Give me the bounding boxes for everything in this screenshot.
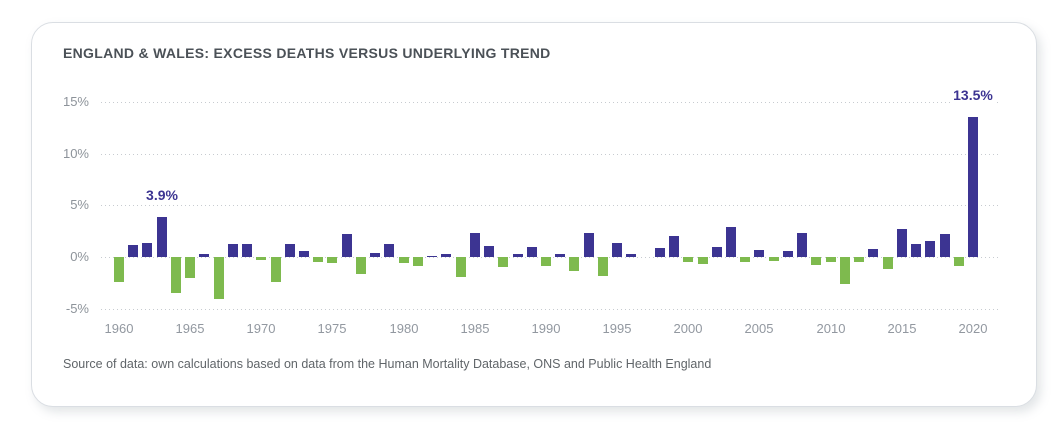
chart-title: ENGLAND & WALES: EXCESS DEATHS VERSUS UN…: [63, 45, 551, 61]
bar-1999: [669, 236, 679, 257]
bar-2006: [769, 257, 779, 261]
x-axis-tick-label-1980: 1980: [389, 321, 419, 336]
bar-1970: [256, 257, 266, 260]
bar-2016: [911, 244, 921, 257]
bar-1963: [157, 217, 167, 257]
bar-2013: [868, 249, 878, 257]
bar-2019: [954, 257, 964, 266]
chart-card: ENGLAND & WALES: EXCESS DEATHS VERSUS UN…: [31, 22, 1037, 407]
x-axis-tick-label-1995: 1995: [602, 321, 632, 336]
bar-2002: [712, 247, 722, 257]
x-axis-tick-label-1965: 1965: [175, 321, 205, 336]
bar-1986: [484, 246, 494, 257]
x-axis-tick-label-1990: 1990: [531, 321, 561, 336]
bar-1993: [584, 233, 594, 257]
bar-1982: [427, 256, 437, 257]
bar-1987: [498, 257, 508, 267]
bar-1989: [527, 247, 537, 257]
bar-2015: [897, 229, 907, 257]
bar-1995: [612, 243, 622, 257]
x-axis-tick-label-2005: 2005: [744, 321, 774, 336]
x-axis-tick-label-2010: 2010: [816, 321, 846, 336]
bar-1968: [228, 244, 238, 257]
bar-1966: [199, 254, 209, 257]
bar-2020: [968, 117, 978, 257]
bar-2003: [726, 227, 736, 257]
bar-1991: [555, 254, 565, 257]
bar-1994: [598, 257, 608, 276]
bar-1992: [569, 257, 579, 271]
bar-1964: [171, 257, 181, 293]
bar-1971: [271, 257, 281, 282]
bar-2018: [940, 234, 950, 257]
bar-1962: [142, 243, 152, 257]
bar-1981: [413, 257, 423, 266]
bar-2014: [883, 257, 893, 269]
gridline-10%: [101, 154, 1001, 155]
bar-2017: [925, 241, 935, 257]
y-axis-tick-label: 0%: [70, 249, 89, 264]
bar-1980: [399, 257, 409, 263]
gridline-5%: [101, 205, 1001, 206]
x-axis-tick-label-1985: 1985: [460, 321, 490, 336]
y-axis-tick-label: -5%: [65, 301, 89, 316]
bar-1985: [470, 233, 480, 257]
bar-2000: [683, 257, 693, 262]
bar-2011: [840, 257, 850, 284]
bar-2012: [854, 257, 864, 262]
bar-1974: [313, 257, 323, 262]
gridline-15%: [101, 102, 1001, 103]
bar-1979: [384, 244, 394, 257]
bar-1961: [128, 245, 138, 257]
bar-1976: [342, 234, 352, 257]
bar-2001: [698, 257, 708, 264]
bar-1967: [214, 257, 224, 299]
source-note: Source of data: own calculations based o…: [63, 357, 712, 371]
bar-1965: [185, 257, 195, 278]
x-axis-tick-label-1960: 1960: [104, 321, 134, 336]
bar-1975: [327, 257, 337, 263]
bar-1969: [242, 244, 252, 257]
bar-2009: [811, 257, 821, 265]
bar-1983: [441, 254, 451, 257]
bar-2007: [783, 251, 793, 257]
x-axis-tick-label-1975: 1975: [317, 321, 347, 336]
bar-1990: [541, 257, 551, 266]
data-label-1963: 3.9%: [143, 187, 181, 203]
bar-1996: [626, 254, 636, 257]
bar-1960: [114, 257, 124, 282]
bar-1988: [513, 254, 523, 257]
bar-2008: [797, 233, 807, 257]
gridline-0%: [101, 257, 1001, 258]
y-axis-tick-label: 5%: [70, 197, 89, 212]
gridline--5%: [101, 309, 1001, 310]
bar-1972: [285, 244, 295, 257]
x-axis-tick-label-2020: 2020: [958, 321, 988, 336]
bar-chart-plot-area: 15% 10% 5% 0% -5% 1960 1965 1970 1975 1980 1985 199…: [32, 23, 1036, 406]
bar-1977: [356, 257, 366, 274]
data-label-2020: 13.5%: [950, 87, 996, 103]
bar-2010: [826, 257, 836, 262]
x-axis-tick-label-2015: 2015: [887, 321, 917, 336]
y-axis-tick-label: 10%: [62, 146, 89, 161]
bar-1998: [655, 248, 665, 257]
y-axis-tick-label: 15%: [62, 94, 89, 109]
bar-1978: [370, 253, 380, 257]
x-axis-tick-label-1970: 1970: [246, 321, 276, 336]
bar-2004: [740, 257, 750, 262]
bar-1984: [456, 257, 466, 277]
x-axis-tick-label-2000: 2000: [673, 321, 703, 336]
bar-2005: [754, 250, 764, 257]
bar-1973: [299, 251, 309, 257]
